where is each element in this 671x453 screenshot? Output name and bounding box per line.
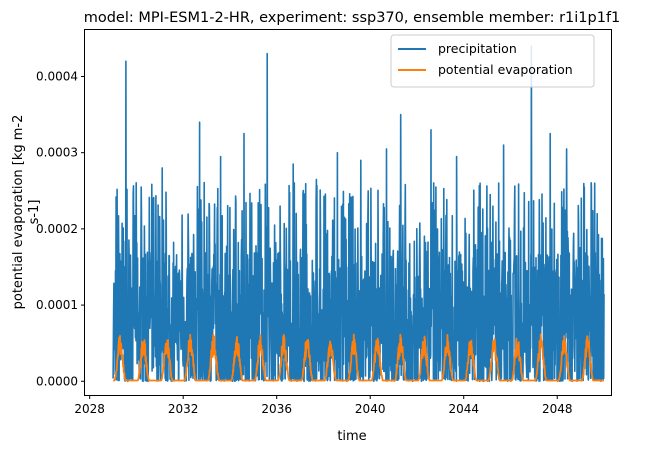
x-axis: 2028 2032 2036 2040 2044 2048 bbox=[74, 395, 573, 416]
y-axis-label-line-2: s-1] bbox=[27, 200, 42, 225]
chart-title: model: MPI-ESM1-2-HR, experiment: ssp370… bbox=[84, 10, 621, 26]
y-tick-label: 0.0003 bbox=[36, 146, 78, 160]
series-line-precipitation bbox=[112, 45, 605, 383]
plot-area bbox=[112, 45, 605, 383]
x-tick-label: 2032 bbox=[168, 402, 199, 416]
x-tick-label: 2028 bbox=[74, 402, 105, 416]
y-tick-label: 0.0001 bbox=[36, 298, 78, 312]
x-tick-label: 2040 bbox=[355, 402, 386, 416]
y-axis-label: potential evaporation [kg m-2 s-1] bbox=[11, 115, 42, 310]
x-tick-label: 2044 bbox=[448, 402, 479, 416]
y-axis-label-line-1: potential evaporation [kg m-2 bbox=[11, 115, 26, 310]
legend-label-precipitation: precipitation bbox=[438, 41, 517, 56]
y-axis: 0.0000 0.0001 0.0002 0.0003 0.0004 bbox=[36, 69, 85, 388]
y-tick-label: 0.0000 bbox=[36, 374, 78, 388]
legend: precipitation potential evaporation bbox=[390, 34, 595, 88]
x-tick-label: 2036 bbox=[261, 402, 292, 416]
x-tick-label: 2048 bbox=[542, 402, 573, 416]
series-line-potential-evaporation bbox=[112, 333, 605, 382]
legend-label-potential-evaporation: potential evaporation bbox=[438, 62, 573, 77]
y-tick-label: 0.0002 bbox=[36, 222, 78, 236]
legend-box bbox=[390, 34, 595, 88]
x-axis-label: time bbox=[337, 429, 366, 444]
plot-frame bbox=[84, 29, 612, 396]
y-tick-label: 0.0004 bbox=[36, 69, 78, 83]
